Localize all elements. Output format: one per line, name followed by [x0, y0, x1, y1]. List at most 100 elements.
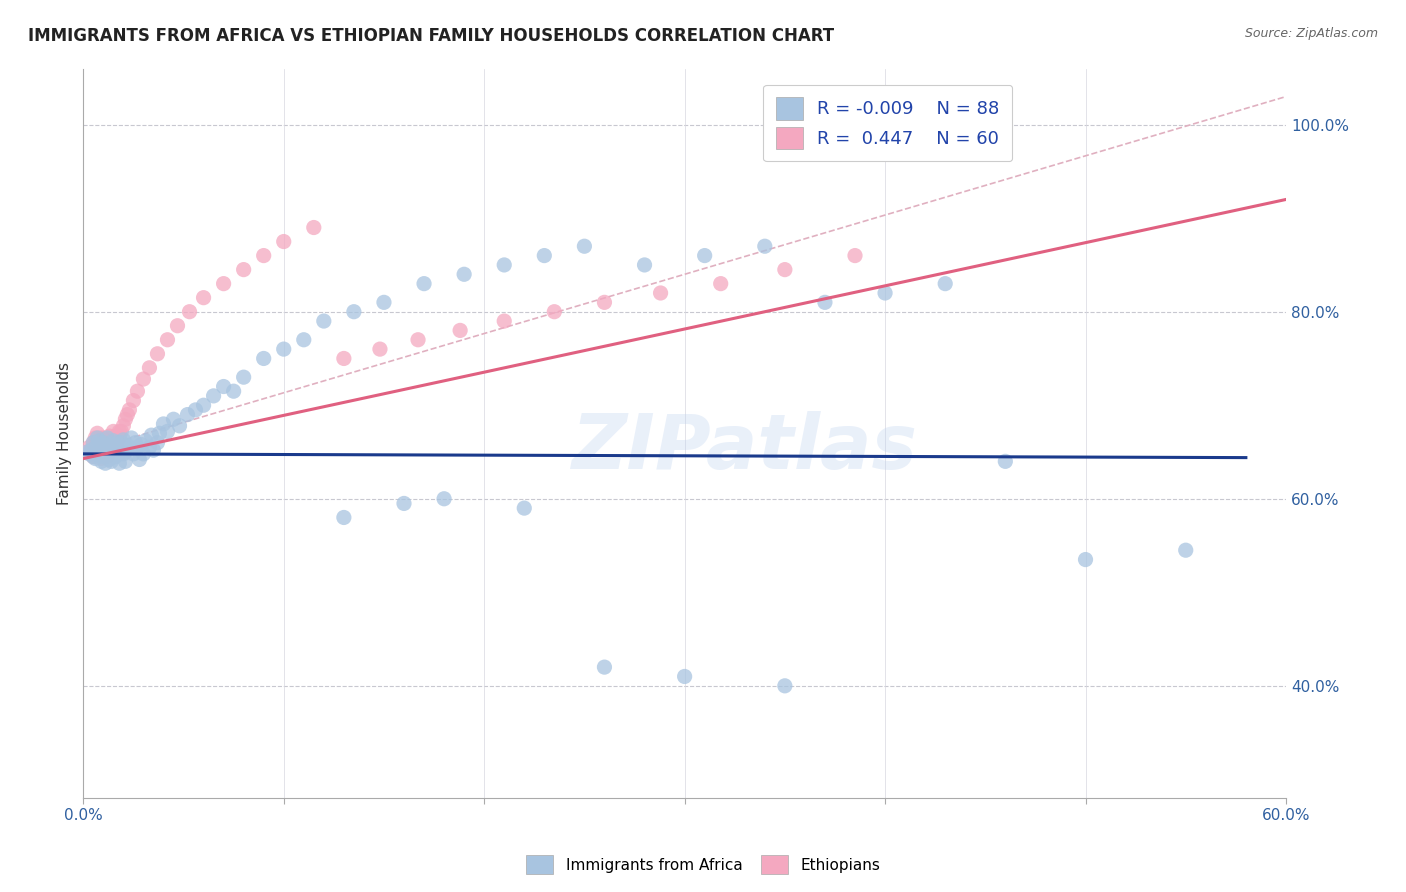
- Point: [574, 239, 596, 253]
- Point: [814, 295, 837, 310]
- Point: [333, 351, 356, 366]
- Point: [96, 447, 118, 461]
- Point: [994, 454, 1017, 468]
- Point: [138, 440, 160, 454]
- Point: [90, 437, 112, 451]
- Point: [84, 431, 107, 445]
- Point: [112, 433, 135, 447]
- Point: [82, 435, 104, 450]
- Point: [193, 291, 215, 305]
- Point: [89, 431, 111, 445]
- Point: [112, 418, 135, 433]
- Point: [142, 443, 165, 458]
- Point: [103, 425, 125, 439]
- Point: [650, 285, 672, 300]
- Point: [193, 398, 215, 412]
- Point: [90, 451, 112, 466]
- Point: [91, 431, 114, 445]
- Text: ZIPatlas: ZIPatlas: [572, 411, 918, 485]
- Point: [184, 403, 207, 417]
- Point: [98, 452, 121, 467]
- Point: [124, 435, 146, 450]
- Point: [494, 314, 516, 328]
- Point: [82, 450, 104, 464]
- Point: [100, 454, 122, 468]
- Point: [673, 669, 696, 683]
- Point: [118, 403, 141, 417]
- Point: [98, 437, 121, 451]
- Point: [710, 277, 733, 291]
- Point: [108, 456, 131, 470]
- Point: [343, 304, 366, 318]
- Point: [80, 447, 103, 461]
- Point: [433, 491, 456, 506]
- Point: [1074, 552, 1097, 566]
- Point: [222, 384, 245, 399]
- Point: [302, 220, 325, 235]
- Point: [633, 258, 655, 272]
- Point: [138, 360, 160, 375]
- Text: Source: ZipAtlas.com: Source: ZipAtlas.com: [1244, 27, 1378, 40]
- Point: [84, 451, 107, 466]
- Point: [122, 447, 145, 461]
- Point: [91, 445, 114, 459]
- Point: [91, 435, 114, 450]
- Point: [148, 426, 170, 441]
- Point: [110, 425, 132, 439]
- Point: [94, 447, 117, 461]
- Point: [90, 440, 112, 454]
- Point: [108, 425, 131, 439]
- Point: [118, 442, 141, 457]
- Point: [131, 437, 153, 451]
- Point: [91, 450, 114, 464]
- Point: [453, 267, 475, 281]
- Point: [773, 262, 796, 277]
- Point: [152, 417, 174, 431]
- Point: [202, 389, 225, 403]
- Point: [114, 445, 136, 459]
- Point: [104, 450, 127, 464]
- Point: [273, 342, 295, 356]
- Point: [104, 440, 127, 454]
- Point: [392, 496, 415, 510]
- Point: [134, 434, 156, 448]
- Point: [253, 351, 276, 366]
- Point: [253, 249, 276, 263]
- Point: [86, 426, 108, 441]
- Text: IMMIGRANTS FROM AFRICA VS ETHIOPIAN FAMILY HOUSEHOLDS CORRELATION CHART: IMMIGRANTS FROM AFRICA VS ETHIOPIAN FAMI…: [28, 27, 834, 45]
- Y-axis label: Family Households: Family Households: [58, 362, 72, 505]
- Point: [110, 435, 132, 450]
- Point: [100, 431, 122, 445]
- Legend: Immigrants from Africa, Ethiopians: Immigrants from Africa, Ethiopians: [520, 849, 886, 880]
- Point: [212, 379, 235, 393]
- Point: [90, 454, 112, 468]
- Point: [105, 447, 128, 461]
- Point: [128, 452, 150, 467]
- Point: [89, 448, 111, 462]
- Point: [132, 447, 155, 461]
- Point: [82, 450, 104, 464]
- Point: [104, 435, 127, 450]
- Point: [89, 434, 111, 448]
- Point: [176, 408, 198, 422]
- Point: [114, 412, 136, 426]
- Point: [105, 428, 128, 442]
- Point: [146, 435, 169, 450]
- Point: [368, 342, 391, 356]
- Point: [96, 450, 118, 464]
- Point: [232, 370, 254, 384]
- Point: [103, 437, 125, 451]
- Point: [373, 295, 395, 310]
- Point: [127, 384, 149, 399]
- Point: [166, 318, 188, 333]
- Point: [873, 285, 896, 300]
- Point: [1174, 543, 1197, 558]
- Point: [103, 447, 125, 461]
- Point: [141, 428, 163, 442]
- Point: [127, 440, 149, 454]
- Point: [693, 249, 716, 263]
- Point: [543, 304, 565, 318]
- Point: [593, 660, 616, 674]
- Point: [513, 501, 536, 516]
- Point: [132, 372, 155, 386]
